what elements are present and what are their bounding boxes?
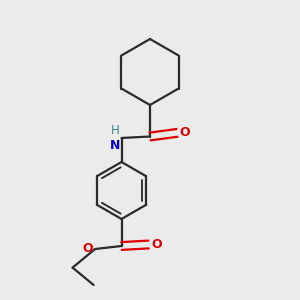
Text: O: O: [179, 126, 190, 140]
Text: N: N: [110, 139, 120, 152]
Text: O: O: [83, 242, 93, 255]
Text: O: O: [151, 238, 161, 251]
Text: H: H: [111, 124, 120, 137]
